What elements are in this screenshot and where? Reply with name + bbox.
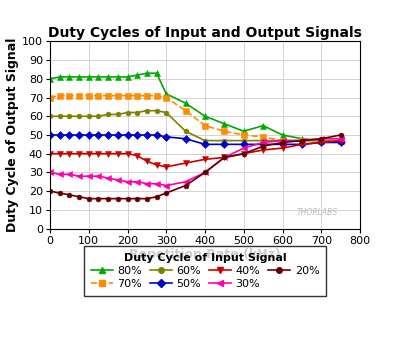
Text: THORLABS: THORLABS xyxy=(297,208,338,217)
Y-axis label: Duty Cycle of Output Signal: Duty Cycle of Output Signal xyxy=(6,38,19,232)
Title: Duty Cycles of Input and Output Signals: Duty Cycles of Input and Output Signals xyxy=(48,26,362,40)
Legend: 80%, 70%, 60%, 50%, 40%, 30%, 20%: 80%, 70%, 60%, 50%, 40%, 30%, 20% xyxy=(84,246,326,296)
X-axis label: Repetition Rate (kHz): Repetition Rate (kHz) xyxy=(129,248,281,261)
